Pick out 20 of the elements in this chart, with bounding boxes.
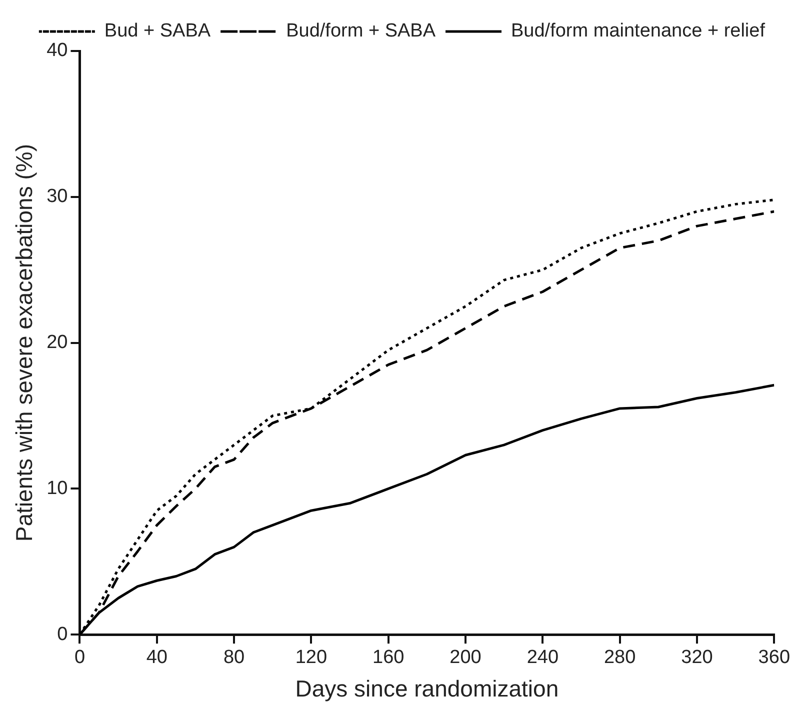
x-tick-label: 40 <box>146 647 168 668</box>
legend-label: Bud/form maintenance + relief <box>511 20 766 42</box>
x-tick-label: 120 <box>295 647 328 668</box>
x-tick-label: 0 <box>74 647 86 668</box>
y-tick-label: 30 <box>46 186 68 208</box>
y-tick-label: 0 <box>57 624 68 645</box>
x-tick-label: 320 <box>681 647 713 668</box>
y-tick-label: 40 <box>46 40 68 62</box>
x-tick-label: 200 <box>450 647 482 668</box>
y-axis-title: Patients with severe exacerbations (%) <box>11 144 38 542</box>
x-axis-title: Days since randomization <box>295 676 559 702</box>
y-tick-label: 20 <box>46 332 68 354</box>
x-tick-label: 360 <box>758 647 790 668</box>
x-tick-label: 80 <box>223 647 245 668</box>
legend-label: Bud + SABA <box>104 20 211 42</box>
x-tick-label: 240 <box>526 647 559 668</box>
legend-label: Bud/form + SABA <box>286 20 436 42</box>
y-tick-label: 10 <box>46 478 68 499</box>
x-tick-label: 280 <box>604 647 636 668</box>
x-tick-label: 160 <box>372 647 404 668</box>
